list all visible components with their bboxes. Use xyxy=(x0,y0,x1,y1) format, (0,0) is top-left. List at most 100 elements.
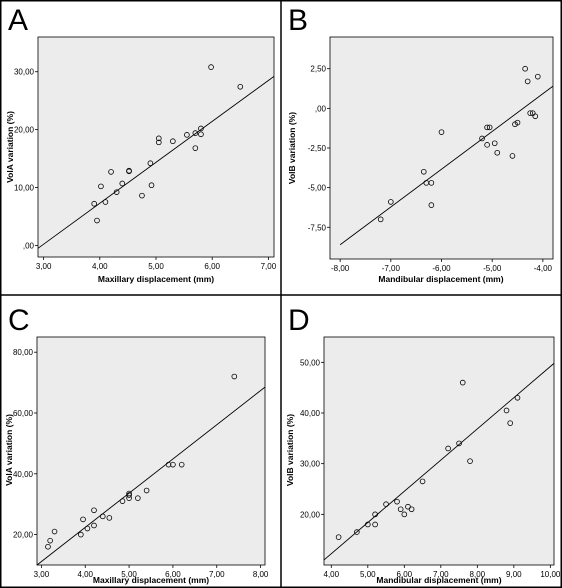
panel-b-x-axis: -8,00 -7,00 -6,00 -5,00 -4,00 xyxy=(331,259,553,273)
panel-d-y-tick-label: 40,00 xyxy=(300,409,321,418)
panel-c-data-point xyxy=(91,507,97,514)
panel-a-y-axis: ,00 10,00 20,00 30,00 xyxy=(14,68,38,250)
panel-a-x-tick-label: 6,00 xyxy=(204,262,220,271)
panel-d-x-tick-label: 10,00 xyxy=(540,570,561,579)
panel-a-data-point xyxy=(192,145,199,151)
panel-c-plot-area xyxy=(36,336,266,566)
panel-b-y-label: VolB variation (%) xyxy=(287,112,297,184)
panel-d-x-tick-label: 4,00 xyxy=(324,570,340,579)
panel-a-data-point xyxy=(119,180,126,187)
panel-c-data-point xyxy=(178,461,185,468)
panel-b-data-point xyxy=(377,216,384,223)
panel-b-data-point xyxy=(522,65,528,72)
panel-b-data-point xyxy=(484,142,490,148)
panel-a-y-tick-label: 30,00 xyxy=(14,68,35,77)
panel-d-x-tick-label: 5,00 xyxy=(360,570,376,579)
panel-a-x-tick-label: 5,00 xyxy=(148,262,164,271)
panel-b-x-tick-label: -6,00 xyxy=(432,264,451,273)
panel-c-data-point xyxy=(165,461,172,468)
panel-c-data-point xyxy=(91,522,97,529)
panel-a-data-point xyxy=(108,169,114,175)
panel-c-data-point xyxy=(119,498,126,504)
panel-c-points xyxy=(45,373,238,550)
panel-a-x-tick-label: 7,00 xyxy=(261,262,277,271)
panel-a-data-point xyxy=(156,135,162,142)
panel-d-data-point xyxy=(514,394,521,401)
panel-b-x-tick-label: -7,00 xyxy=(382,264,401,273)
panel-d-data-point xyxy=(408,506,415,513)
panel-a-data-point xyxy=(208,64,214,70)
panel-d-x-label: Mandibular displacement (mm) xyxy=(376,575,501,585)
panel-c-y-tick-label: 60,00 xyxy=(13,409,34,418)
panel-c-data-point xyxy=(135,495,141,501)
panel-a-data-point xyxy=(148,182,155,189)
panel-b-x-label: Mandibular displacement (mm) xyxy=(378,274,503,284)
panel-c-y-tick-label: 20,00 xyxy=(13,531,34,540)
panel-a-x-tick-label: 3,00 xyxy=(36,262,52,271)
panel-a: A ,00 10,00 20,00 30,00 3,00 4,00 5,00 6,00 7,0… xyxy=(5,4,277,284)
panel-a-data-point xyxy=(113,189,120,195)
panel-a-data-point xyxy=(139,192,145,199)
panel-a-data-point xyxy=(147,160,154,167)
panel-d-points xyxy=(335,379,521,540)
panel-d-data-point xyxy=(467,458,473,464)
panel-b-y-tick-label: -7,50 xyxy=(308,223,327,232)
panel-b-fit-line xyxy=(339,85,554,246)
panel-a-y-tick-label: ,00 xyxy=(23,241,35,250)
panel-c-data-point xyxy=(170,461,176,468)
panel-d-y-label: VolB variation (%) xyxy=(285,414,295,486)
panel-b-data-point xyxy=(438,129,445,135)
panel-d-x-tick-label: 7,00 xyxy=(433,570,449,579)
panel-a-data-point xyxy=(192,130,199,136)
panel-b-data-point xyxy=(388,199,394,205)
panel-b-y-tick-label: ,00 xyxy=(315,104,327,113)
panel-d-y-axis: 20,00 30,00 40,00 50,00 xyxy=(300,358,324,519)
panel-a-x-tick-label: 4,00 xyxy=(92,262,108,271)
panel-a-fit-line xyxy=(37,76,275,249)
panel-a-data-point xyxy=(98,183,104,190)
panel-c-fit-line xyxy=(36,386,266,566)
panel-d-data-point xyxy=(401,511,408,518)
panel-d-x-axis: 4,00 5,00 6,00 7,00 8,00 9,00 10,00 xyxy=(324,565,561,579)
panel-c-x-tick-label: 3,00 xyxy=(34,570,50,579)
panel-b-data-point xyxy=(479,135,485,142)
panel-d-y-tick-label: 50,00 xyxy=(300,358,321,367)
panel-d-data-point xyxy=(503,407,510,414)
panel-a-points xyxy=(91,64,244,224)
panel-c-data-point xyxy=(231,373,238,380)
panel-c-data-point xyxy=(99,513,106,520)
panel-a-data-point xyxy=(94,217,100,224)
panel-a-data-point xyxy=(198,131,204,138)
panel-d-data-point xyxy=(397,506,404,513)
panel-a-data-point xyxy=(170,138,176,145)
panel-a-y-tick-label: 10,00 xyxy=(14,184,35,193)
panel-c-letter: C xyxy=(8,304,30,337)
panel-c-x-tick-label: 6,00 xyxy=(165,570,181,579)
panel-b-y-tick-label: 2,50 xyxy=(310,65,326,74)
panel-d-letter: D xyxy=(288,304,310,337)
panel-b-data-point xyxy=(486,124,493,131)
panel-c-data-point xyxy=(47,537,53,544)
panel-d-x-tick-label: 9,00 xyxy=(506,570,522,579)
panel-c-x-tick-label: 7,00 xyxy=(209,570,225,579)
panel-d-data-point xyxy=(507,420,513,426)
panel-c-data-point xyxy=(45,543,51,550)
panel-b-plot-area xyxy=(329,36,554,260)
panel-a-y-label: VolA variation (%) xyxy=(5,111,15,183)
panel-c-x-tick-label: 5,00 xyxy=(121,570,137,579)
panel-d-data-point xyxy=(459,379,466,386)
panel-c-x-axis: 3,00 4,00 5,00 6,00 7,00 8,00 xyxy=(34,565,269,579)
panel-c-data-point xyxy=(126,492,132,498)
panel-c-y-axis: 20,00 40,00 60,00 80,00 xyxy=(13,348,37,540)
panel-c-x-tick-label: 4,00 xyxy=(77,570,93,579)
panel-c-data-point xyxy=(143,487,150,494)
panel-d-data-point xyxy=(372,511,378,518)
panel-d-data-point xyxy=(354,529,360,535)
panel-b-data-point xyxy=(524,78,531,85)
panel-b-points xyxy=(377,65,541,223)
panel-b-x-tick-label: -4,00 xyxy=(534,264,553,273)
panel-c-y-tick-label: 80,00 xyxy=(13,348,34,357)
panel-d-data-point xyxy=(383,501,389,508)
panel-b-data-point xyxy=(484,124,490,131)
panel-b-letter: B xyxy=(288,4,308,37)
